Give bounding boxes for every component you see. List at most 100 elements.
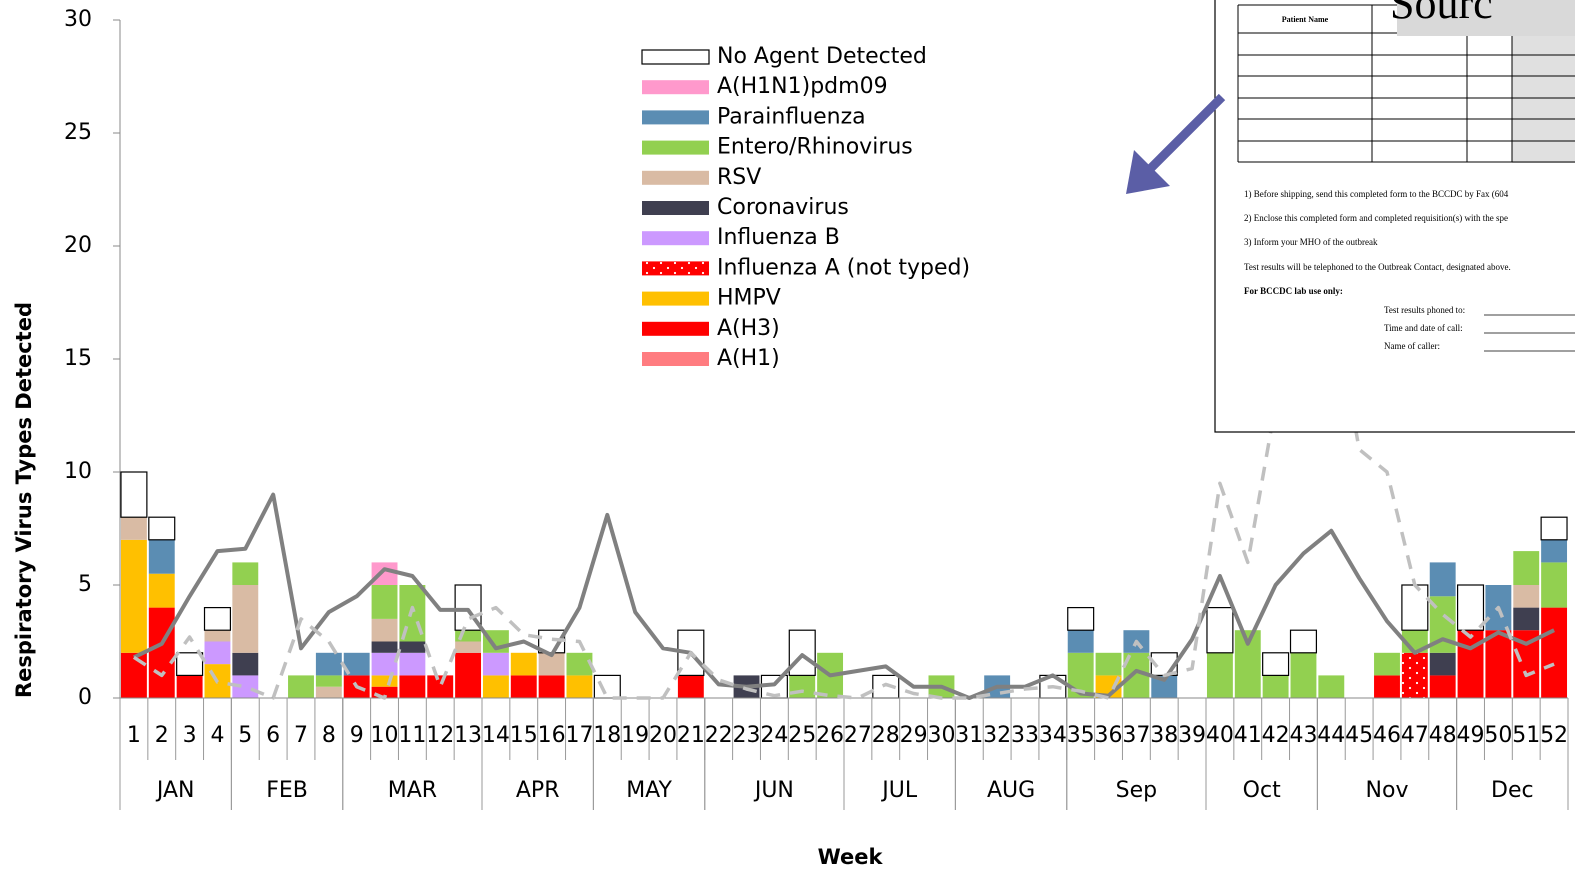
instruction: 1) Before shipping, send this completed … <box>1244 189 1509 199</box>
x-axis-title: Week <box>818 845 884 869</box>
bar-segment <box>1513 607 1540 631</box>
x-tick-label: 16 <box>538 723 566 748</box>
bar-segment <box>1374 652 1400 676</box>
x-tick-label: 19 <box>621 723 649 748</box>
bar-segment <box>371 585 398 619</box>
bar-segment <box>566 652 593 676</box>
bar-segment <box>1429 675 1456 698</box>
lab-field: Test results phoned to: <box>1384 305 1465 315</box>
bar-segment <box>232 562 259 585</box>
bar-segment <box>1401 652 1428 698</box>
x-tick-label: 15 <box>510 723 538 748</box>
field-lines <box>1484 314 1575 352</box>
x-tick-label: 36 <box>1095 723 1123 748</box>
inset-form: Sourc Patient Name 1) Before shipping, s… <box>1214 0 1575 433</box>
legend-label: HMPV <box>717 286 781 311</box>
form-table <box>1237 4 1575 163</box>
bar-segment <box>120 517 147 540</box>
source-text: Sourc <box>1390 0 1493 28</box>
x-tick-label: 47 <box>1401 723 1429 748</box>
bar-segment <box>510 652 537 676</box>
bar-segment <box>1206 652 1233 698</box>
group-label: JUN <box>753 778 794 803</box>
y-tick-label: 30 <box>64 7 92 32</box>
group-label: Sep <box>1116 778 1157 803</box>
x-tick-label: 46 <box>1373 723 1401 748</box>
bar-segment <box>120 471 148 518</box>
x-tick-label: 37 <box>1122 723 1150 748</box>
bar-segment <box>1541 539 1568 563</box>
bar-segment <box>1067 630 1094 653</box>
x-tick-label: 38 <box>1150 723 1178 748</box>
dashed-line <box>132 289 1555 700</box>
bar-segment <box>788 629 816 677</box>
x-tick-label: 34 <box>1039 723 1067 748</box>
x-tick-label: 30 <box>927 723 955 748</box>
legend-swatch <box>642 261 709 276</box>
bar-segment <box>176 652 204 676</box>
instruction: Test results will be telephoned to the O… <box>1244 262 1511 272</box>
bar-segment <box>1513 551 1540 585</box>
x-tick-label: 29 <box>900 723 928 748</box>
x-tick-label: 3 <box>183 723 197 748</box>
bar-segment <box>538 652 565 676</box>
group-label: AUG <box>987 778 1035 803</box>
table-header: Patient Name <box>1282 15 1329 24</box>
legend-swatch <box>642 170 709 185</box>
bar-segment <box>120 652 147 698</box>
legend-swatch <box>642 201 709 215</box>
lab-heading: For BCCDC lab use only: <box>1244 286 1343 296</box>
bar-segment <box>455 652 482 698</box>
bar-segment <box>1374 675 1400 698</box>
bar-segment <box>232 675 259 698</box>
bar-segment <box>315 652 342 676</box>
x-tick-label: 50 <box>1484 723 1512 748</box>
x-tick-label: 4 <box>210 723 224 748</box>
x-tick-label: 41 <box>1234 723 1262 748</box>
bar-segment <box>148 516 176 541</box>
bar-segment <box>427 675 454 698</box>
bar-segment <box>371 618 398 642</box>
legend-label: Parainfluenza <box>717 104 866 129</box>
y-tick-label: 25 <box>64 120 92 145</box>
x-tick-label: 6 <box>266 723 280 748</box>
bar-segment <box>399 652 426 676</box>
lab-field: Time and date of call: <box>1384 323 1463 333</box>
x-tick-label: 45 <box>1345 723 1373 748</box>
bar-segment <box>176 675 203 698</box>
bar-segment <box>148 573 175 608</box>
x-tick-label: 11 <box>398 723 426 748</box>
bar-segment <box>315 675 342 687</box>
bar-segment <box>455 641 482 653</box>
x-tick-label: 48 <box>1429 723 1457 748</box>
bar-segment <box>1067 606 1095 631</box>
bar-segment <box>1290 652 1317 698</box>
bar-segment <box>1485 630 1512 698</box>
instruction: 2) Enclose this completed form and compl… <box>1244 213 1508 223</box>
legend-label: No Agent Detected <box>717 44 927 69</box>
bar-segment <box>1540 516 1568 541</box>
bar-segment <box>399 675 426 698</box>
x-tick-label: 5 <box>238 723 252 748</box>
bar-segment <box>1541 607 1568 698</box>
x-tick-label: 8 <box>322 723 336 748</box>
x-tick-label: 39 <box>1178 723 1206 748</box>
x-tick-label: 10 <box>371 723 399 748</box>
bar-segment <box>1151 675 1178 698</box>
group-label: JUL <box>880 778 918 803</box>
x-tick-label: 23 <box>733 723 761 748</box>
bar-segment <box>399 641 426 653</box>
x-tick-label: 22 <box>705 723 733 748</box>
y-tick-label: 15 <box>64 346 92 371</box>
x-tick-label: 26 <box>816 723 844 748</box>
bar-segment <box>538 675 565 698</box>
x-tick-label: 25 <box>788 723 816 748</box>
bar-segment <box>1457 630 1484 698</box>
bar-segment <box>232 585 259 653</box>
bar-segment <box>789 675 816 698</box>
x-tick-label: 9 <box>350 723 364 748</box>
x-tick-label: 27 <box>844 723 872 748</box>
bar-segment <box>455 630 482 642</box>
legend-label: Entero/Rhinovirus <box>717 135 913 160</box>
bar-segment <box>1289 629 1318 654</box>
